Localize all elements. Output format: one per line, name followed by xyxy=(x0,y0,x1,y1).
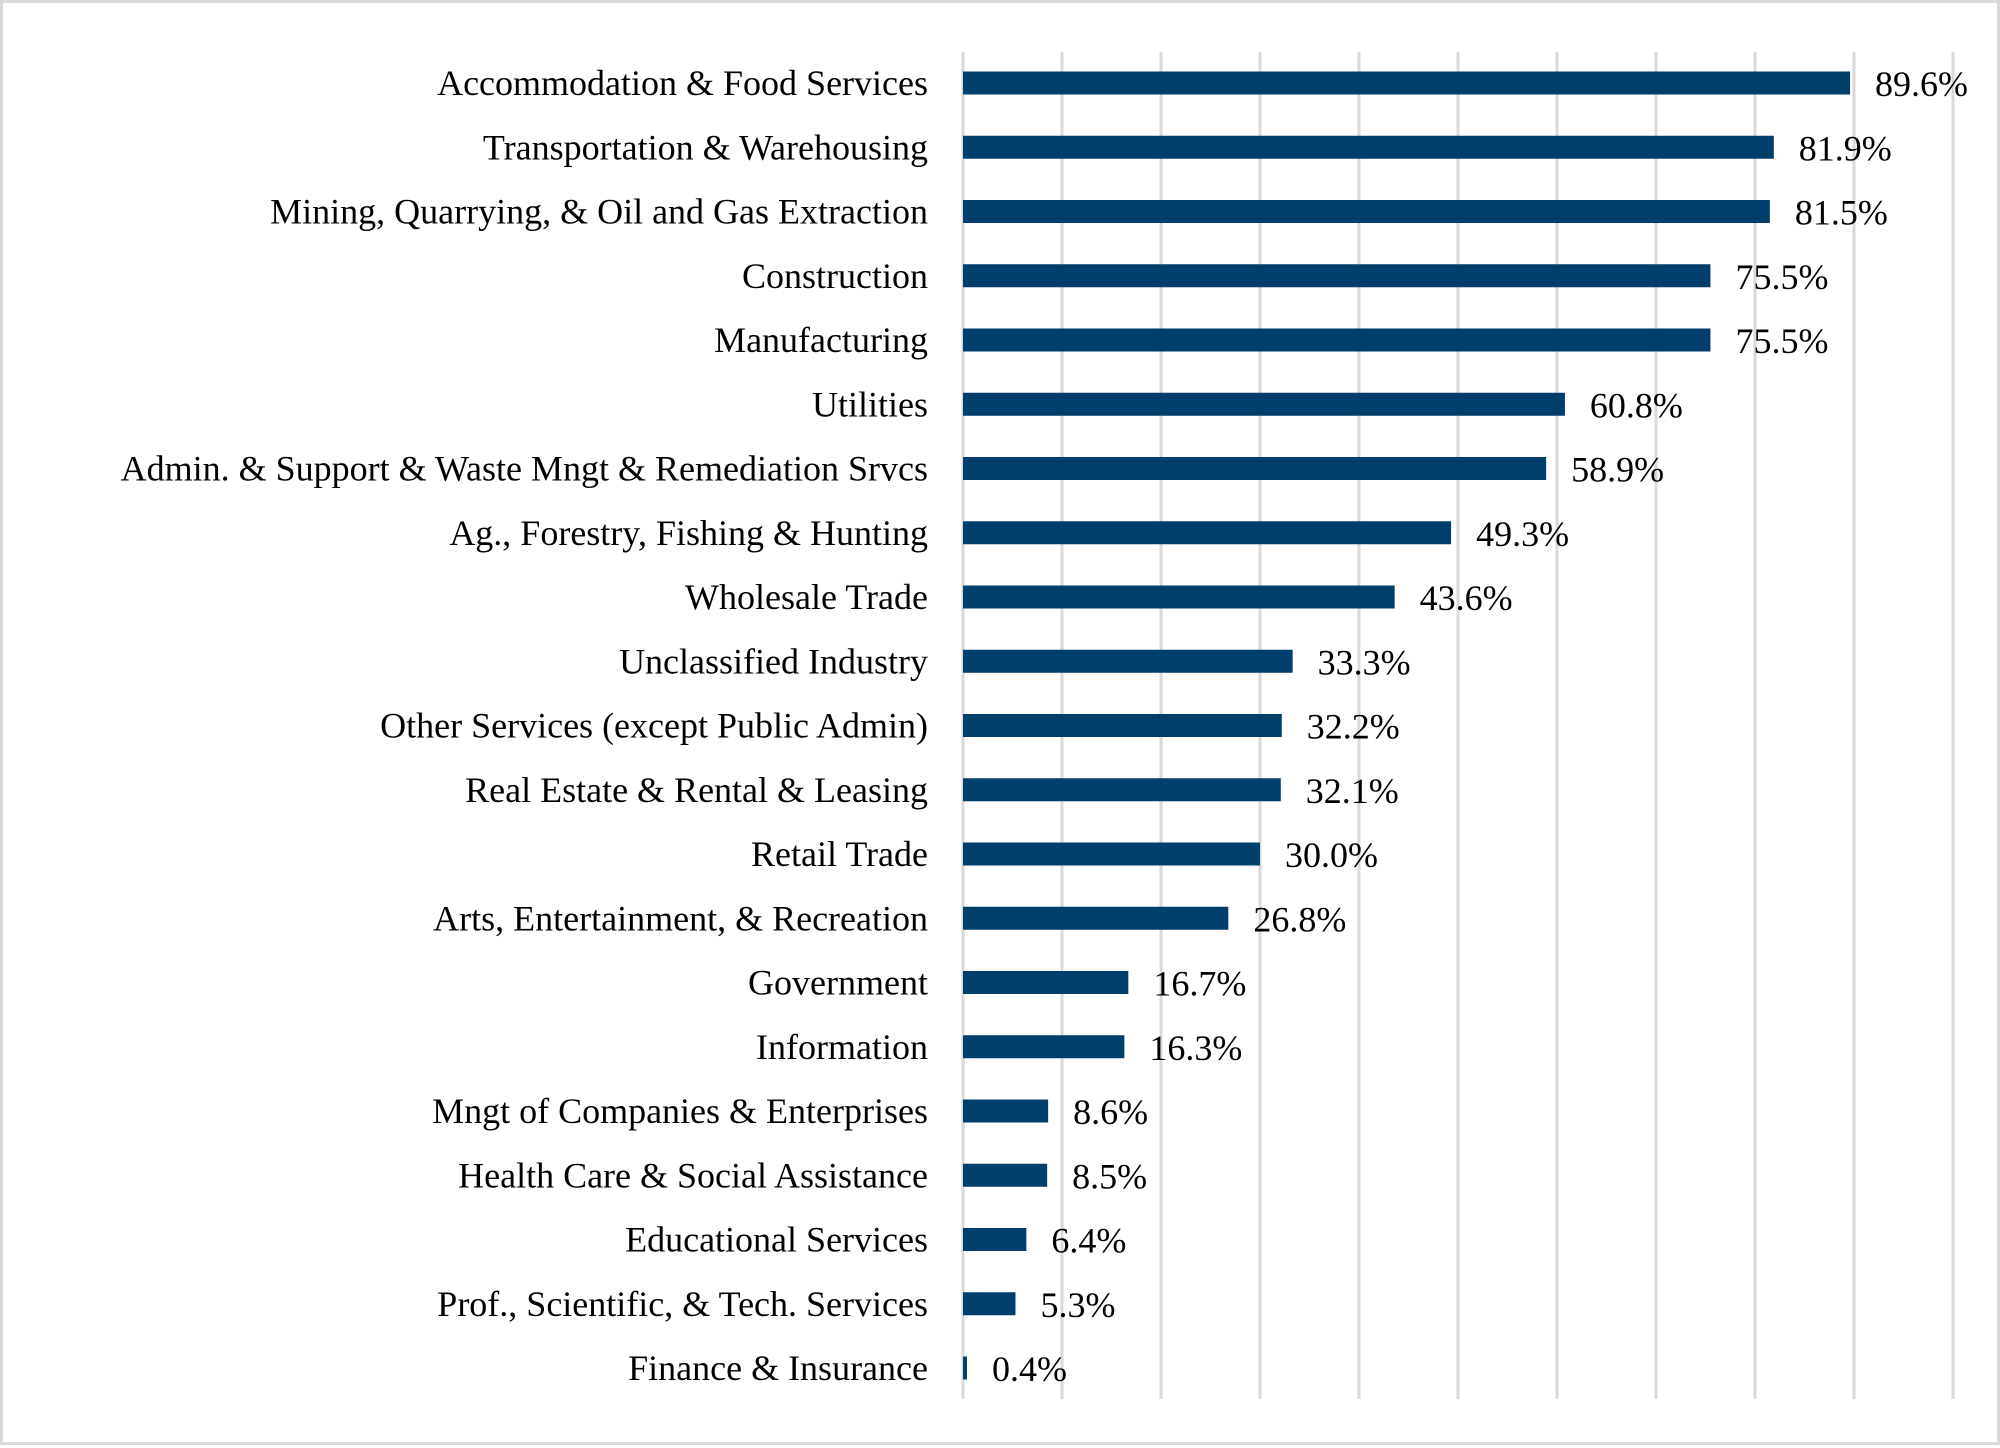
bar xyxy=(963,392,1565,416)
category-label: Information xyxy=(756,1027,928,1067)
category-label: Construction xyxy=(742,256,928,296)
data-label: 30.0% xyxy=(1285,835,1378,875)
category-labels: Accommodation & Food Services Transportat… xyxy=(121,63,928,1388)
bar xyxy=(963,649,1293,673)
category-label: Accommodation & Food Services xyxy=(437,63,928,103)
bar xyxy=(963,264,1711,288)
bar xyxy=(963,1292,1016,1316)
data-label: 33.3% xyxy=(1318,642,1411,682)
category-label: Unclassified Industry xyxy=(619,641,928,681)
category-label: Educational Services xyxy=(625,1220,928,1260)
bar xyxy=(963,842,1260,866)
data-label: 75.5% xyxy=(1735,257,1828,297)
bar xyxy=(963,1163,1048,1187)
bar xyxy=(963,521,1452,545)
data-label: 75.5% xyxy=(1735,321,1828,361)
bar xyxy=(963,135,1774,159)
bar xyxy=(963,1228,1027,1251)
bar xyxy=(963,585,1395,609)
data-label: 43.6% xyxy=(1420,578,1513,618)
bar xyxy=(963,200,1770,223)
bar xyxy=(963,457,1547,480)
category-label: Wholesale Trade xyxy=(685,577,928,617)
category-label: Ag., Forestry, Fishing & Hunting xyxy=(449,513,928,553)
category-label: Mngt of Companies & Enterprises xyxy=(432,1091,928,1131)
category-label: Utilities xyxy=(812,384,928,424)
data-label: 58.9% xyxy=(1571,450,1664,490)
category-label: Transportation & Warehousing xyxy=(483,127,928,167)
category-label: Manufacturing xyxy=(714,320,928,360)
category-label: Prof., Scientific, & Tech. Services xyxy=(437,1284,928,1324)
data-label: 32.1% xyxy=(1306,771,1399,811)
category-label: Government xyxy=(748,963,928,1003)
data-label: 16.7% xyxy=(1153,964,1246,1004)
bar xyxy=(963,778,1281,802)
bar xyxy=(963,1035,1125,1059)
bar xyxy=(963,906,1229,930)
bar-chart: Accommodation & Food Services Transportat… xyxy=(121,52,1968,1399)
data-label: 26.8% xyxy=(1253,899,1346,939)
bar xyxy=(963,1356,967,1380)
category-label: Mining, Quarrying, & Oil and Gas Extract… xyxy=(270,192,928,232)
data-label: 89.6% xyxy=(1875,64,1968,104)
data-label: 8.5% xyxy=(1072,1156,1147,1196)
data-labels: 89.6% 81.9% 81.5% 75.5% 75.5% 60.8% 58.9%49.3%… xyxy=(992,64,1968,1389)
data-label: 60.8% xyxy=(1590,385,1683,425)
bar xyxy=(963,971,1129,994)
bar xyxy=(963,714,1282,737)
category-label: Real Estate & Rental & Leasing xyxy=(465,770,928,810)
category-label: Other Services (except Public Admin) xyxy=(380,706,928,746)
data-label: 16.3% xyxy=(1149,1028,1242,1068)
data-label: 8.6% xyxy=(1073,1092,1148,1132)
bar xyxy=(963,71,1851,95)
category-label: Admin. & Support & Waste Mngt & Remediat… xyxy=(121,449,928,489)
data-label: 5.3% xyxy=(1040,1285,1115,1325)
data-label: 0.4% xyxy=(992,1349,1067,1389)
category-label: Retail Trade xyxy=(751,834,928,874)
category-label: Arts, Entertainment, & Recreation xyxy=(433,898,928,938)
category-label: Finance & Insurance xyxy=(628,1348,928,1388)
category-label: Health Care & Social Assistance xyxy=(458,1155,928,1195)
bar xyxy=(963,328,1711,352)
bars xyxy=(963,71,1851,1380)
data-label: 81.9% xyxy=(1799,128,1892,168)
data-label: 32.2% xyxy=(1307,707,1400,747)
bar xyxy=(963,1099,1049,1123)
data-label: 81.5% xyxy=(1795,193,1888,233)
data-label: 49.3% xyxy=(1476,514,1569,554)
data-label: 6.4% xyxy=(1051,1221,1126,1261)
